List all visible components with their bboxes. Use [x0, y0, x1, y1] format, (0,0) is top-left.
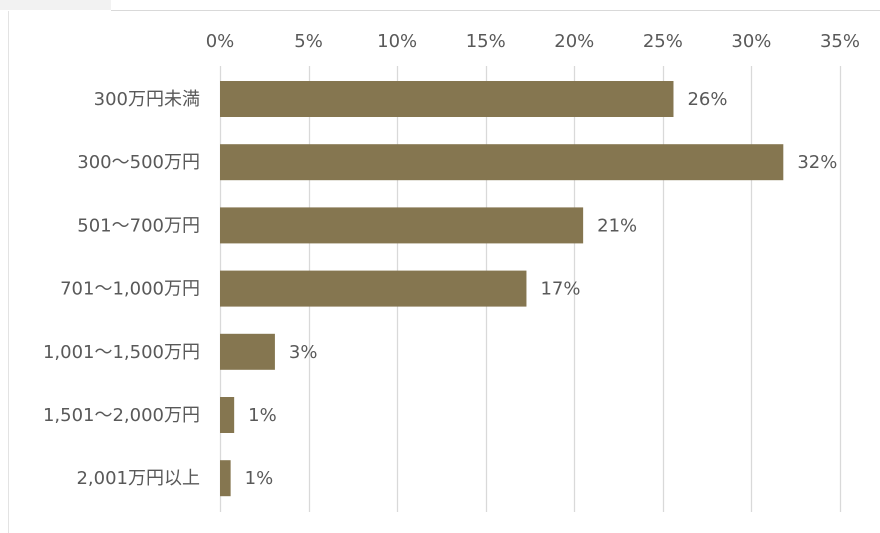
category-label: 1,001～1,500万円 [43, 342, 200, 363]
top-tab [0, 0, 111, 10]
bar [220, 333, 275, 370]
data-labels: 26% 32% 21% 17% 3% 1% 1% [245, 89, 838, 489]
bar [220, 207, 584, 244]
data-label: 21% [597, 215, 637, 236]
x-tick-label: 35% [820, 31, 860, 52]
category-label: 701～1,000万円 [60, 279, 200, 300]
bar [220, 397, 235, 433]
x-tick-label: 30% [731, 31, 771, 52]
x-tick-label: 5% [294, 31, 323, 52]
data-label: 26% [687, 89, 727, 110]
data-label: 17% [540, 279, 580, 300]
x-tick-label: 25% [643, 31, 683, 52]
x-axis-ticks: 0% 5% 10% 15% 20% 25% 30% 35% [206, 31, 860, 52]
data-label: 32% [797, 152, 837, 173]
bars [220, 81, 784, 497]
top-border [111, 10, 880, 11]
data-label: 3% [289, 342, 318, 363]
category-label: 1,501～2,000万円 [43, 405, 200, 426]
category-label: 501～700万円 [77, 215, 200, 236]
data-label: 1% [245, 468, 274, 489]
category-label: 300万円未満 [94, 89, 200, 110]
bar [220, 270, 527, 307]
x-tick-label: 0% [206, 31, 235, 52]
category-labels: 300万円未満 300～500万円 501～700万円 701～1,000万円 1,00… [43, 89, 200, 489]
x-tick-label: 20% [554, 31, 594, 52]
bar [220, 81, 674, 117]
bar [220, 460, 231, 497]
left-border [8, 11, 9, 533]
category-label: 300～500万円 [77, 152, 200, 173]
x-tick-label: 10% [377, 31, 417, 52]
category-label: 2,001万円以上 [76, 468, 200, 489]
x-tick-label: 15% [466, 31, 506, 52]
bar [220, 144, 784, 181]
data-label: 1% [248, 405, 277, 426]
